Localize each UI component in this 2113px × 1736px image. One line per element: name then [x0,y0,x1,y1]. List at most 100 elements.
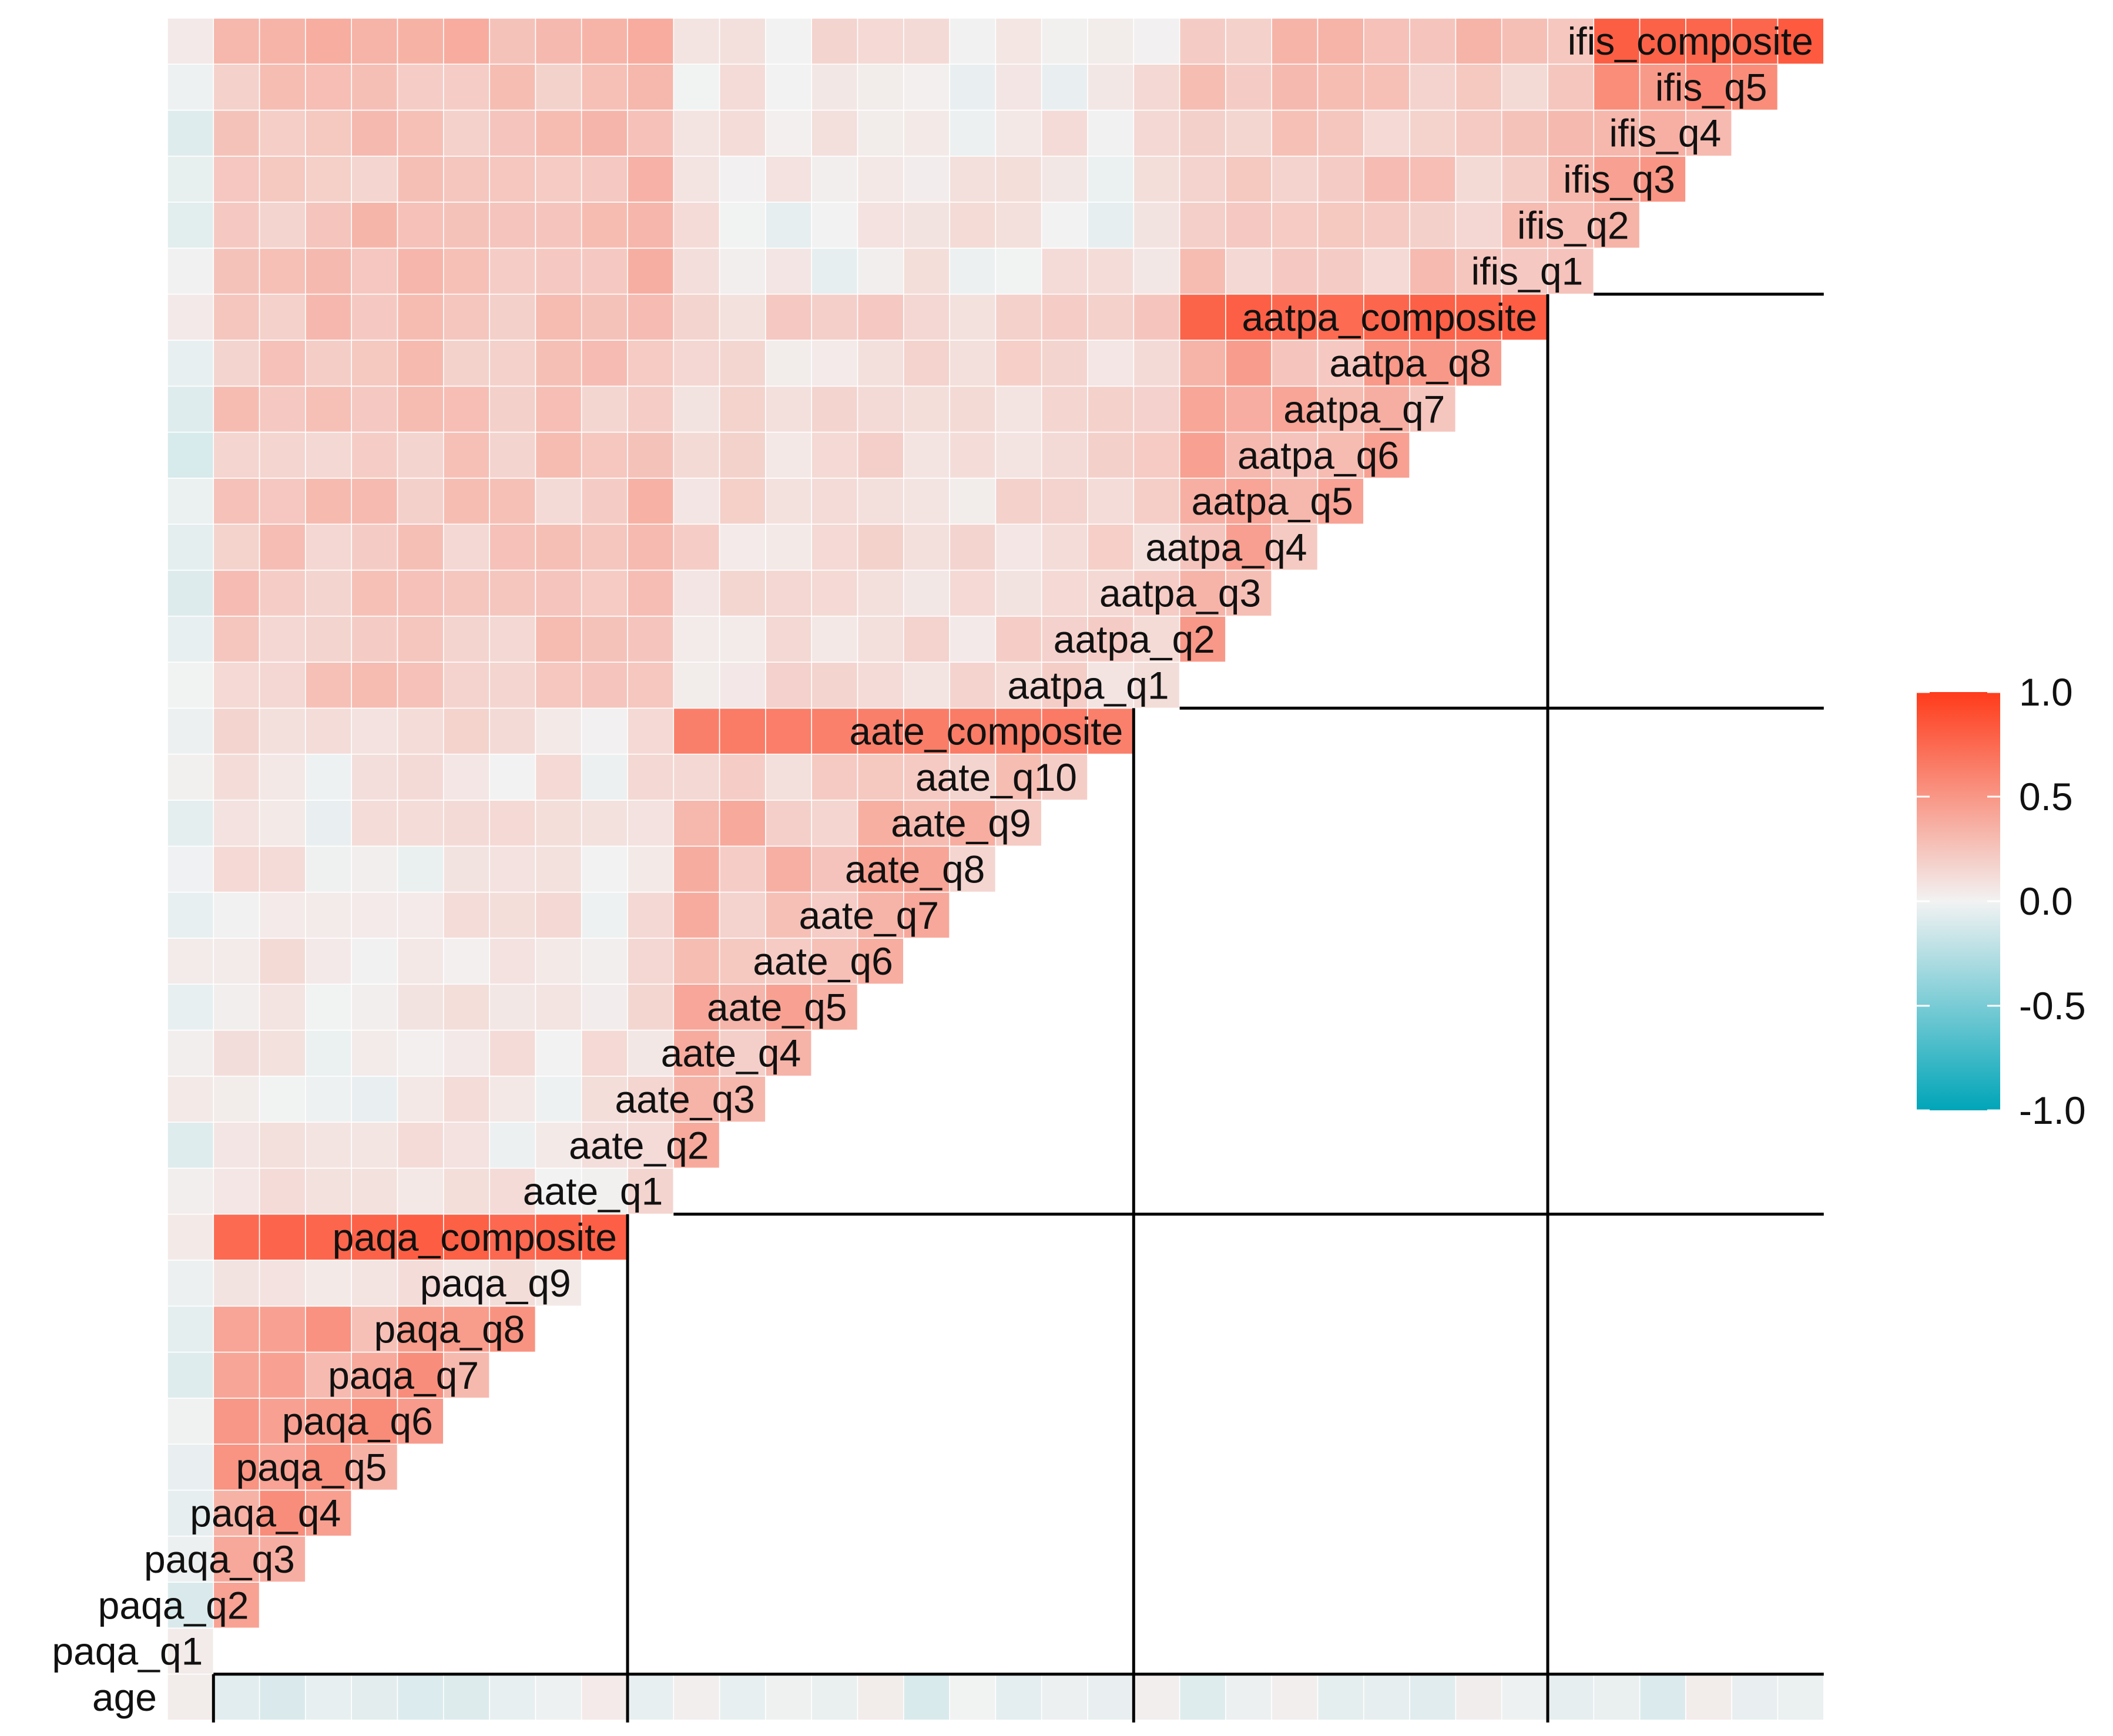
heatmap-cell-aate_q3-paqa_q4 [351,1076,398,1123]
heatmap-cell-aatpa_q7-aate_q4 [811,385,858,433]
heatmap-cell-aatpa_q4-paqa_q4 [351,523,398,571]
heatmap-cell-ifis_composite-paqa_q7 [489,18,536,65]
heatmap-cell-ifis_q2-aate_q2 [719,202,766,249]
heatmap-cell-ifis_composite-paqa_q9 [581,18,628,65]
heatmap-cell-aatpa_q8-age [167,340,214,387]
heatmap-cell-aate_q10-aate_q7 [949,753,997,801]
heatmap-cell-paqa_composite-paqa_q4 [351,1213,398,1261]
heatmap-cell-aatpa_composite-paqa_composite [627,293,675,341]
heatmap-cell-ifis_composite-aate_composite [1133,18,1180,65]
heatmap-cell-ifis_q3-aatpa_q4 [1317,155,1364,203]
block-lines-layer [212,293,1824,1722]
heatmap-cell-ifis_q3-aate_q6 [903,155,950,203]
heatmap-cell-aatpa_q2-paqa_q9 [581,616,628,663]
heatmap-cell-aate_q7-paqa_q2 [259,891,306,939]
heatmap-cell-paqa_q5-paqa_q4 [351,1443,398,1491]
heatmap-cell-ifis_composite-aatpa_q7 [1455,18,1502,65]
heatmap-cell-aatpa_q8-paqa_q9 [581,340,628,387]
heatmap-cell-aatpa_q6-aate_q3 [765,431,813,479]
heatmap-cell-aatpa_q4-aate_q4 [811,523,858,571]
heatmap-cell-aate_q10-paqa_q7 [489,753,536,801]
heatmap-cell-aate_q2-paqa_q1 [213,1121,260,1169]
variable-label-aate_q8: aate_q8 [845,847,985,891]
variable-label-paqa_q6: paqa_q6 [282,1399,433,1443]
heatmap-cell-aatpa_q5-aate_q6 [903,478,950,525]
heatmap-cell-ifis_q2-aate_q9 [1041,202,1088,249]
heatmap-cell-aatpa_q5-paqa_q7 [489,478,536,525]
heatmap-cell-paqa_composite-paqa_q8 [535,1213,582,1261]
heatmap-cell-age-paqa_q9 [535,1673,582,1721]
heatmap-cell-ifis_q1-paqa_q6 [442,247,490,295]
variable-label-paqa_composite: paqa_composite [333,1215,617,1259]
heatmap-cell-ifis_q3-aate_q1 [673,155,720,203]
heatmap-cell-age-aatpa_composite [1501,1673,1548,1721]
heatmap-cell-aatpa_q2-paqa_q3 [305,616,353,663]
heatmap-cell-aatpa_q5-aate_composite [1133,478,1180,525]
heatmap-cell-aatpa_q7-paqa_q8 [535,385,582,433]
heatmap-cell-aatpa_composite-aate_q9 [1041,293,1088,341]
heatmap-cell-aate_q8-aate_q3 [765,845,813,893]
heatmap-cell-aate_q10-age [167,753,214,801]
heatmap-cell-aate_q7-paqa_composite [627,891,675,939]
heatmap-cell-aatpa_q5-aate_q9 [1041,478,1088,525]
variable-label-paqa_q8: paqa_q8 [374,1307,525,1351]
variable-label-paqa_q9: paqa_q9 [420,1261,571,1305]
heatmap-cell-ifis_q4-aate_q2 [719,109,766,157]
heatmap-cell-aate_q10-paqa_q5 [397,753,444,801]
heatmap-cell-aatpa_q6-aate_q2 [719,431,766,479]
heatmap-cell-ifis_composite-aate_q10 [1087,18,1135,65]
heatmap-cell-aatpa_q5-paqa_q5 [397,478,444,525]
heatmap-cell-age-aate_q1 [627,1673,675,1721]
variable-label-aate_q3: aate_q3 [615,1077,755,1121]
heatmap-cell-aatpa_q1-paqa_q2 [259,662,306,709]
heatmap-cell-aatpa_q5-aate_q8 [995,478,1042,525]
heatmap-cell-aate_q10-aate_q1 [673,753,720,801]
heatmap-cell-aatpa_q8-paqa_q6 [442,340,490,387]
heatmap-cell-ifis_q5-paqa_q7 [489,63,536,111]
heatmap-cell-aate_q2-age [167,1121,214,1169]
heatmap-cell-ifis_composite-aate_q2 [719,18,766,65]
heatmap-cell-aate_composite-paqa_composite [627,707,675,755]
heatmap-cell-aatpa_q3-aate_q4 [811,569,858,617]
heatmap-cell-aate_q9-paqa_q6 [442,800,490,847]
heatmap-cell-aatpa_q7-aatpa_q5 [1363,385,1410,433]
heatmap-cell-ifis_q5-aate_q6 [903,63,950,111]
heatmap-cell-aatpa_q3-age [167,569,214,617]
heatmap-cell-aate_q5-aate_q3 [765,983,813,1031]
heatmap-cell-aate_composite-paqa_q8 [535,707,582,755]
color-legend: 1.0 0.5 0.0 -0.5 -1.0 [1917,670,2086,1132]
heatmap-cell-aatpa_q3-aate_q7 [949,569,997,617]
heatmap-cell-ifis_q1-paqa_q2 [259,247,306,295]
heatmap-cell-aate_composite-aate_q4 [811,707,858,755]
variable-label-ifis_q3: ifis_q3 [1563,157,1675,201]
heatmap-cell-aatpa_q3-paqa_q8 [535,569,582,617]
variable-label-aatpa_q2: aatpa_q2 [1054,617,1215,661]
heatmap-cell-ifis_q5-paqa_composite [627,63,675,111]
heatmap-cell-aatpa_q7-paqa_q4 [351,385,398,433]
heatmap-cell-aate_q5-paqa_q7 [489,983,536,1031]
heatmap-cell-aatpa_q6-paqa_q8 [535,431,582,479]
heatmap-cell-age-ifis_q2 [1593,1673,1641,1721]
heatmap-cell-aate_composite-paqa_q5 [397,707,444,755]
heatmap-cell-ifis_q5-aatpa_q3 [1271,63,1319,111]
heatmap-cell-ifis_q4-paqa_q3 [305,109,353,157]
heatmap-cell-aatpa_q8-aatpa_q7 [1455,340,1502,387]
heatmap-cell-aatpa_q7-paqa_q3 [305,385,353,433]
heatmap-cell-ifis_q5-paqa_q4 [351,63,398,111]
heatmap-cell-aatpa_q3-aate_q9 [1041,569,1088,617]
heatmap-cell-age-paqa_q2 [213,1673,260,1721]
heatmap-cell-aatpa_q2-aate_q4 [811,616,858,663]
heatmap-cell-aate_q8-aate_q1 [673,845,720,893]
heatmap-cell-ifis_q4-aate_q6 [903,109,950,157]
heatmap-cell-aatpa_q8-paqa_q8 [535,340,582,387]
heatmap-cell-ifis_q4-paqa_q9 [581,109,628,157]
heatmap-cell-aatpa_q2-aatpa_q1 [1179,616,1226,663]
heatmap-cell-aatpa_q3-aate_q5 [857,569,904,617]
heatmap-cell-aatpa_q6-aate_q1 [673,431,720,479]
heatmap-cell-ifis_composite-aate_q8 [995,18,1042,65]
heatmap-cell-paqa_q5-age [167,1443,214,1491]
heatmap-cell-aatpa_q4-paqa_q9 [581,523,628,571]
heatmap-cell-aatpa_q4-aate_q3 [765,523,813,571]
heatmap-cell-aatpa_q7-aate_q10 [1087,385,1135,433]
heatmap-cell-paqa_q8-paqa_q7 [489,1305,536,1353]
